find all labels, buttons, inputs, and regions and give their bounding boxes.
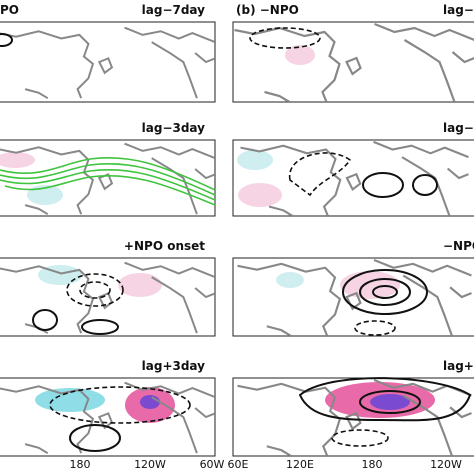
column-heading: PO (0, 3, 19, 17)
map-frame (0, 139, 216, 217)
contour (79, 281, 111, 299)
panel-label: lag+ (443, 359, 474, 373)
anomaly (285, 45, 315, 65)
contour (69, 424, 121, 452)
panel-label: lag−7day (142, 3, 206, 17)
x-axis-label: 180 (70, 458, 91, 471)
left-panels (0, 21, 216, 457)
contour (289, 152, 352, 197)
contour (354, 320, 396, 336)
anomaly (118, 273, 162, 297)
contour (66, 273, 124, 307)
contour (49, 386, 191, 424)
contour (359, 390, 421, 414)
x-axis-label: 60W (200, 458, 225, 471)
contour (372, 285, 398, 299)
panel-label: lag− (443, 3, 474, 17)
map-frame (0, 257, 216, 337)
x-axis-label: 120W (430, 458, 462, 471)
anomaly (340, 271, 400, 299)
anomaly (276, 272, 304, 288)
panel-label: +NPO onset (124, 239, 205, 253)
map-frame (232, 377, 474, 457)
x-axis-label: 120E (286, 458, 314, 471)
x-axis-label: 180 (362, 458, 383, 471)
anomaly (237, 150, 273, 170)
anomaly (238, 183, 282, 207)
contour (342, 269, 428, 315)
map-frame (232, 139, 474, 217)
x-axis-label: 120W (134, 458, 166, 471)
map (0, 261, 215, 335)
contour (32, 309, 58, 331)
right-panels (232, 21, 474, 457)
contour (331, 429, 389, 447)
contour (298, 377, 472, 422)
panel-label: −NPO (443, 239, 474, 253)
contour (249, 27, 321, 49)
anomaly (0, 152, 35, 168)
contour (412, 174, 438, 196)
map (0, 26, 215, 100)
panel-label: lag−3day (142, 121, 206, 135)
x-axis-label: 60E (228, 458, 249, 471)
map-frame (232, 21, 474, 103)
contour (359, 278, 411, 306)
map-frame (0, 377, 216, 457)
contour (362, 172, 404, 198)
column-heading: (b) −NPO (236, 3, 299, 17)
map (236, 258, 473, 336)
map (0, 381, 215, 455)
map-frame (0, 21, 216, 103)
map (233, 22, 474, 102)
contour (0, 33, 13, 47)
anomaly (35, 388, 105, 412)
anomaly (370, 394, 410, 410)
anomaly (140, 395, 160, 409)
map-frame (232, 257, 474, 337)
contour (81, 319, 119, 335)
panel-label: lag− (443, 121, 474, 135)
jet-contours (0, 156, 216, 206)
panel-label: lag+3day (142, 359, 206, 373)
